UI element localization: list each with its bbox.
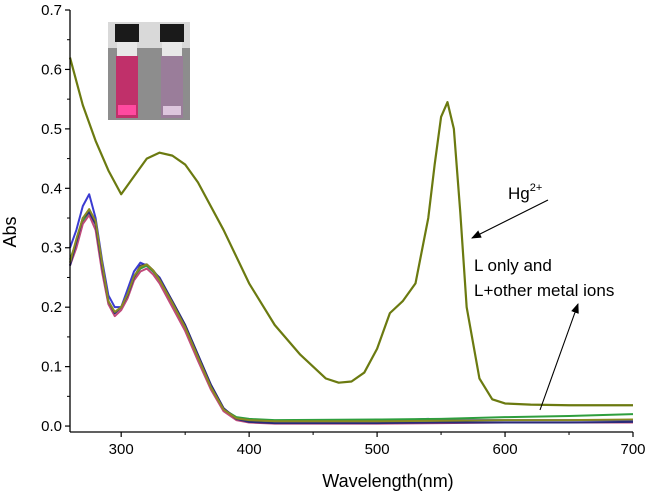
y-tick-label: 0.3 <box>41 240 62 257</box>
y-tick-label: 0.2 <box>41 299 62 316</box>
axes-layer: 0.0 0.1 0.2 0.3 0.4 0.5 0.6 0.7 300 400 500 600 700 <box>41 2 645 458</box>
y-tick-label: 0.1 <box>41 359 62 376</box>
hg-arrow <box>471 199 549 239</box>
left-vial-cap <box>115 24 139 42</box>
series-line-1 <box>68 57 633 407</box>
right-vial <box>161 56 183 118</box>
y-tick-label: 0.0 <box>41 418 62 435</box>
l-only-label-line2: L+other metal ions <box>474 281 614 300</box>
series-line-6 <box>69 208 634 423</box>
series-layer <box>68 57 634 425</box>
x-axis-title: Wavelength(nm) <box>322 471 453 491</box>
right-vial-cap <box>160 24 184 42</box>
y-tick-label: 0.7 <box>41 2 62 19</box>
annotation-layer: Hg2+ L only and L+other metal ions <box>471 182 614 411</box>
y-tick-label: 0.4 <box>41 180 62 197</box>
y-tick-label: 0.6 <box>41 61 62 78</box>
x-tick-label: 700 <box>620 441 645 458</box>
vial-photo-icon <box>108 22 190 120</box>
x-tick-label: 300 <box>109 441 134 458</box>
left-vial <box>116 56 138 118</box>
x-tick-label: 400 <box>237 441 262 458</box>
hg-label: Hg2+ <box>508 182 542 203</box>
left-vial-neck <box>117 42 137 56</box>
left-vial-glow <box>118 105 136 115</box>
right-vial-neck <box>162 42 182 56</box>
l-only-label-line1: L only and <box>474 256 552 275</box>
x-tick-label: 600 <box>493 441 518 458</box>
y-tick-label: 0.5 <box>41 121 62 138</box>
y-axis-title: Abs <box>0 216 20 247</box>
x-tick-label: 500 <box>365 441 390 458</box>
right-vial-glow <box>163 106 181 115</box>
l-only-arrow <box>539 303 579 411</box>
